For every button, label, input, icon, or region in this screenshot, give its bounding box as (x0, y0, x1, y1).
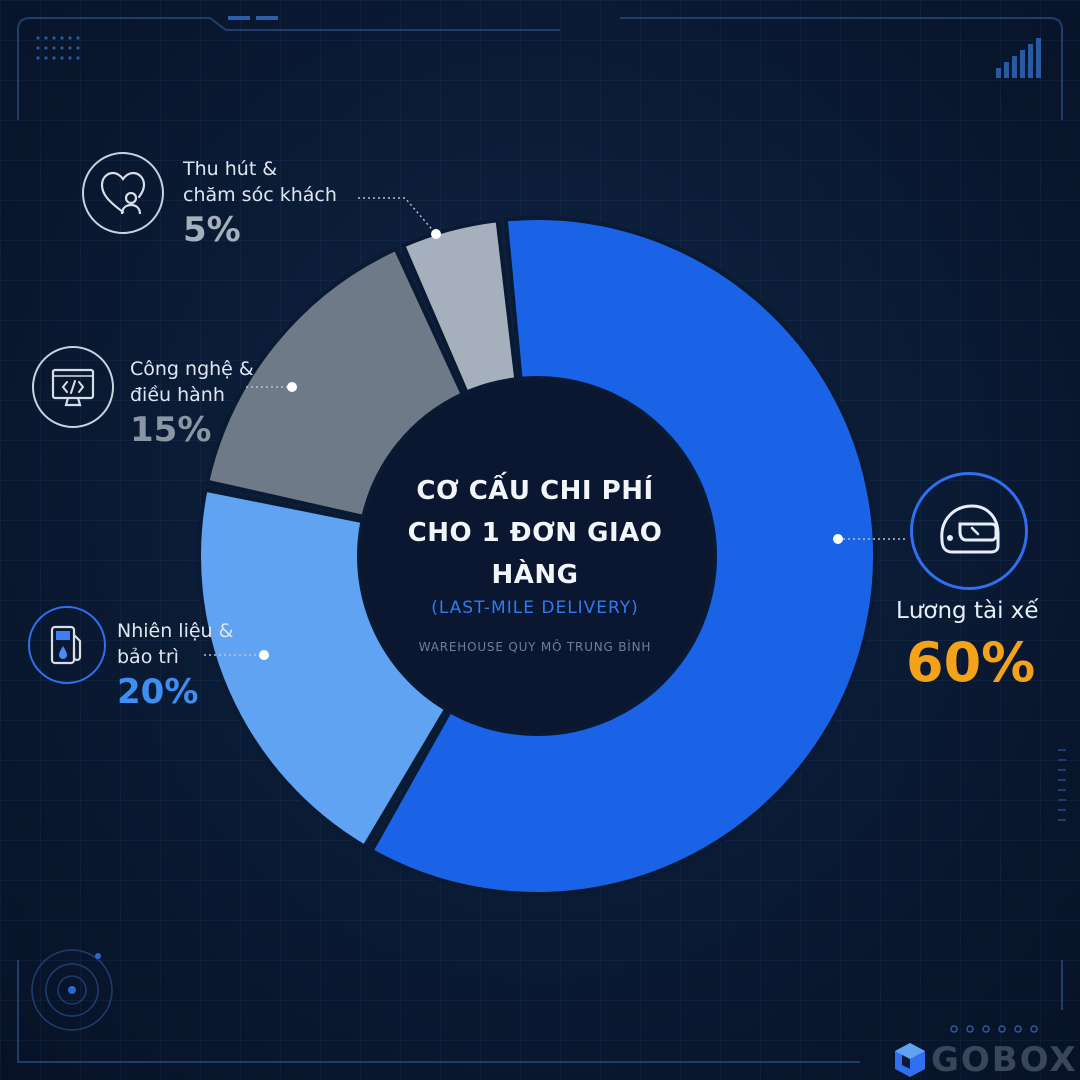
driver-value: 60% (906, 631, 1036, 694)
code-monitor-icon (51, 368, 95, 407)
tech-icon-badge (32, 346, 114, 428)
connector-customer (358, 197, 437, 235)
fuel-icon-badge (28, 606, 106, 684)
customer-label-line1: Thu hút & (183, 158, 278, 180)
donut-slice-1 (368, 216, 877, 896)
driver-icon-badge (910, 472, 1028, 590)
chart-center-label: CƠ CẤU CHI PHÍ CHO 1 ĐƠN GIAO HÀNG (LAST… (375, 470, 695, 654)
donut-slice-2 (197, 487, 449, 850)
chart-note: WAREHOUSE QUY MÔ TRUNG BÌNH (418, 640, 652, 654)
callout-tech: Công nghệ & điều hành 15% (130, 356, 254, 450)
signal-bars-icon (996, 38, 1041, 78)
customer-icon-badge (82, 152, 164, 234)
fuel-pump-icon (50, 625, 82, 665)
tech-label-line2: điều hành (130, 384, 225, 406)
donut-slice-3 (204, 246, 466, 520)
fuel-value: 20% (117, 672, 199, 712)
fuel-label-line1: Nhiên liệu & (117, 620, 234, 642)
connector-dot-fuel (259, 650, 269, 660)
logo-text: GOBOX (931, 1040, 1078, 1080)
customer-label-line2: chăm sóc khách (183, 184, 337, 206)
fuel-label-line2: bảo trì (117, 646, 179, 668)
dot-grid-icon (36, 36, 80, 60)
heart-user-icon (100, 171, 146, 215)
tech-label-line1: Công nghệ & (130, 358, 254, 380)
connector-dot-customer (431, 229, 441, 239)
gobox-logo: GOBOX (893, 1040, 1078, 1080)
chart-subtitle: (LAST-MILE DELIVERY) (431, 598, 639, 618)
donut-center-disk (361, 380, 713, 732)
tech-value: 15% (130, 410, 212, 450)
chart-title-line1: CƠ CẤU CHI PHÍ (416, 476, 654, 506)
callout-customer: Thu hút & chăm sóc khách 5% (183, 156, 337, 250)
donut-slice-4 (400, 218, 519, 396)
helmet-icon (940, 504, 1000, 554)
callout-fuel: Nhiên liệu & bảo trì 20% (117, 618, 233, 712)
connector-dot-tech (287, 382, 297, 392)
target-rings-icon (31, 949, 113, 1031)
customer-value: 5% (183, 210, 241, 250)
gobox-cube-icon (895, 1043, 925, 1077)
chart-title-line2: CHO 1 ĐƠN GIAO HÀNG (407, 518, 663, 590)
dots-row-icon (950, 1025, 1038, 1033)
driver-label: Lương tài xế (896, 598, 1039, 624)
connector-dot-driver (833, 534, 843, 544)
callout-driver: Lương tài xế 60% (896, 596, 1039, 694)
